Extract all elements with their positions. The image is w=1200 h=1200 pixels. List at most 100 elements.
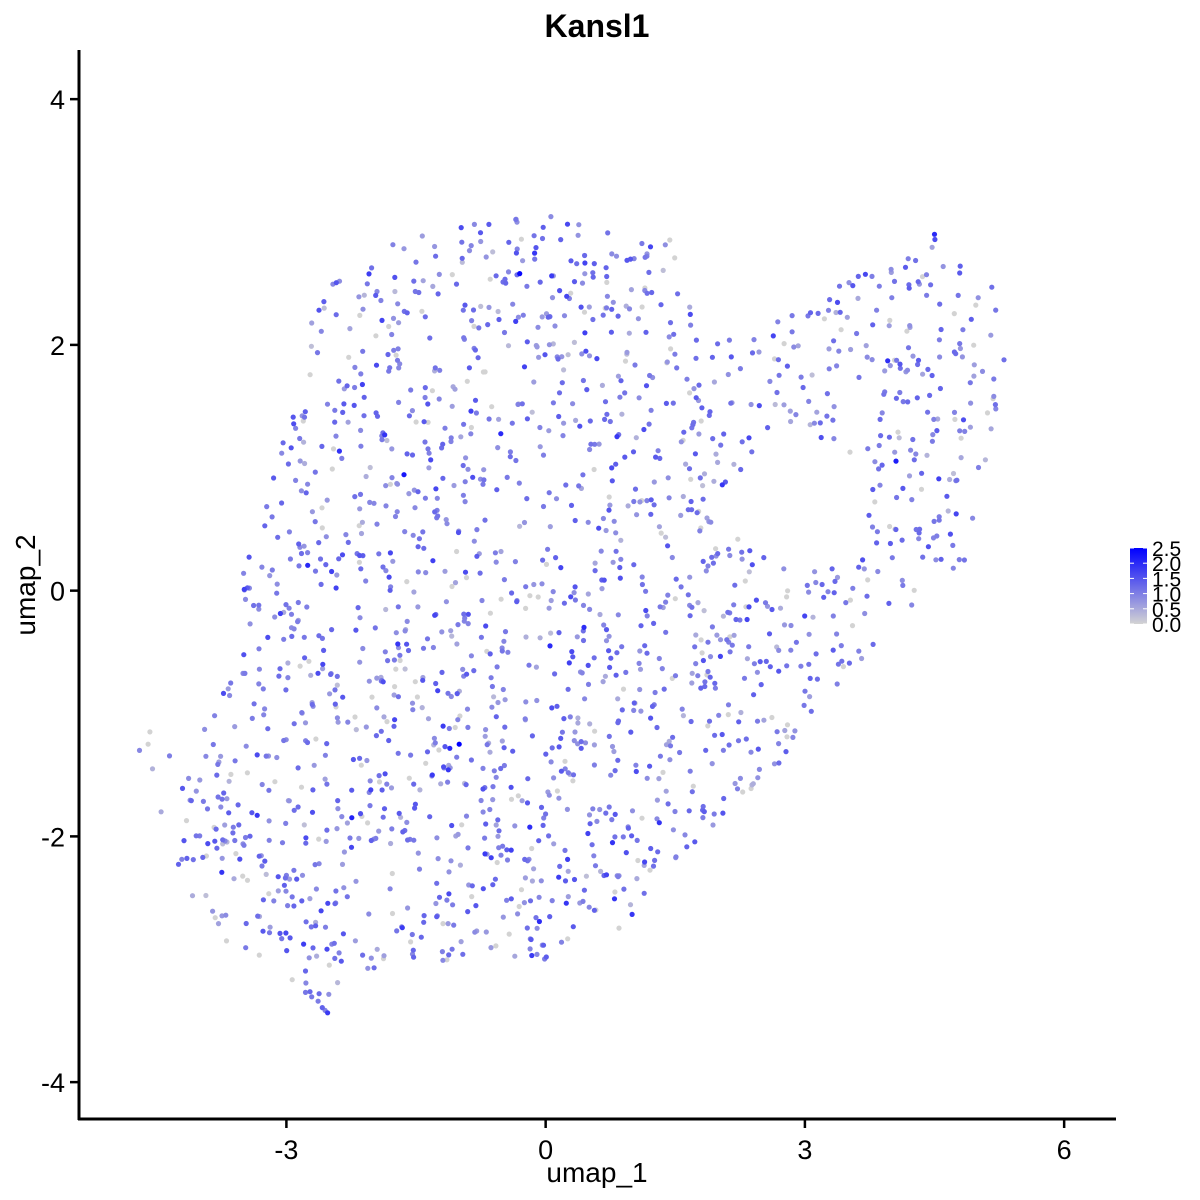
cell-point	[600, 312, 606, 318]
cell-point	[471, 538, 477, 544]
cell-point	[220, 837, 226, 843]
x-tick-label: -3	[274, 1135, 298, 1165]
cell-point	[524, 283, 530, 289]
cell-point	[561, 600, 568, 606]
cell-point	[374, 521, 380, 527]
cell-point	[230, 824, 236, 830]
cell-point	[356, 523, 362, 529]
cell-point	[613, 530, 619, 536]
cell-point	[877, 482, 883, 488]
cell-point	[714, 632, 720, 638]
cell-point	[243, 920, 249, 927]
cell-point	[302, 989, 309, 996]
cell-point	[439, 669, 445, 676]
cell-point	[609, 817, 615, 823]
cell-point	[420, 645, 427, 651]
cell-point	[537, 279, 543, 285]
cell-point	[437, 367, 443, 373]
cell-point	[551, 775, 557, 781]
cell-point	[517, 523, 523, 529]
cell-point	[861, 566, 867, 572]
cell-point	[751, 337, 757, 343]
colorbar	[1130, 548, 1147, 624]
cell-point	[929, 438, 936, 444]
cell-point	[532, 250, 538, 256]
cell-point	[149, 766, 156, 772]
cell-point	[452, 580, 459, 586]
cell-point	[767, 378, 773, 384]
cell-point	[687, 574, 693, 580]
cell-point	[366, 678, 372, 684]
cell-point	[825, 589, 831, 595]
cell-point	[736, 719, 742, 725]
cell-point	[540, 557, 546, 563]
cell-point	[688, 476, 694, 482]
cell-point	[522, 856, 528, 863]
cell-point	[911, 457, 917, 463]
cell-point	[602, 399, 609, 405]
cell-point	[637, 499, 643, 505]
cell-point	[818, 434, 824, 441]
cell-point	[619, 707, 625, 713]
cell-point	[260, 686, 266, 692]
cell-point	[756, 349, 762, 355]
cell-point	[241, 570, 247, 576]
cell-point	[590, 806, 596, 812]
cell-point	[700, 483, 706, 489]
cell-point	[502, 697, 508, 703]
cell-point	[546, 490, 552, 496]
cell-point	[319, 635, 325, 642]
cell-point	[338, 958, 344, 964]
cell-point	[295, 599, 301, 606]
cell-point	[508, 847, 514, 853]
cell-point	[358, 530, 365, 537]
cell-point	[582, 696, 588, 702]
cell-point	[774, 389, 780, 396]
cell-point	[561, 313, 568, 319]
cell-point	[947, 531, 954, 537]
cell-point	[433, 680, 439, 687]
cell-point	[881, 391, 887, 397]
cell-point	[784, 363, 791, 369]
cell-point	[578, 739, 584, 745]
cell-point	[715, 459, 721, 465]
cell-point	[809, 372, 815, 378]
cell-point	[449, 272, 455, 278]
cell-point	[489, 683, 495, 690]
cell-point	[507, 449, 513, 455]
cell-point	[697, 528, 703, 534]
cell-point	[259, 781, 265, 788]
cell-point	[316, 991, 322, 997]
cell-point	[339, 552, 346, 558]
cell-point	[435, 856, 441, 862]
cell-point	[893, 395, 900, 401]
cell-point	[432, 612, 438, 618]
cell-point	[361, 394, 367, 400]
cell-point	[401, 472, 407, 478]
cell-point	[580, 472, 586, 478]
cell-point	[391, 657, 397, 663]
cell-point	[215, 794, 221, 800]
cell-point	[626, 306, 633, 312]
cell-point	[844, 314, 850, 320]
cell-point	[365, 965, 371, 971]
cell-point	[419, 705, 425, 711]
cell-point	[561, 367, 567, 373]
cell-point	[543, 811, 549, 817]
cell-point	[384, 719, 390, 725]
cell-point	[604, 279, 610, 285]
legend-tick-label: 1.5	[1152, 568, 1181, 591]
cell-point	[688, 498, 694, 505]
cell-point	[749, 350, 756, 356]
cell-point	[801, 702, 807, 709]
cell-point	[586, 904, 592, 910]
cell-point	[971, 342, 977, 348]
cell-point	[733, 616, 739, 623]
cell-point	[578, 304, 584, 310]
cell-point	[587, 418, 593, 424]
cell-point	[793, 412, 799, 418]
cell-point	[237, 856, 243, 862]
cell-point	[420, 677, 426, 683]
cell-point	[447, 745, 453, 751]
legend-tick-label: 0.5	[1152, 599, 1181, 622]
